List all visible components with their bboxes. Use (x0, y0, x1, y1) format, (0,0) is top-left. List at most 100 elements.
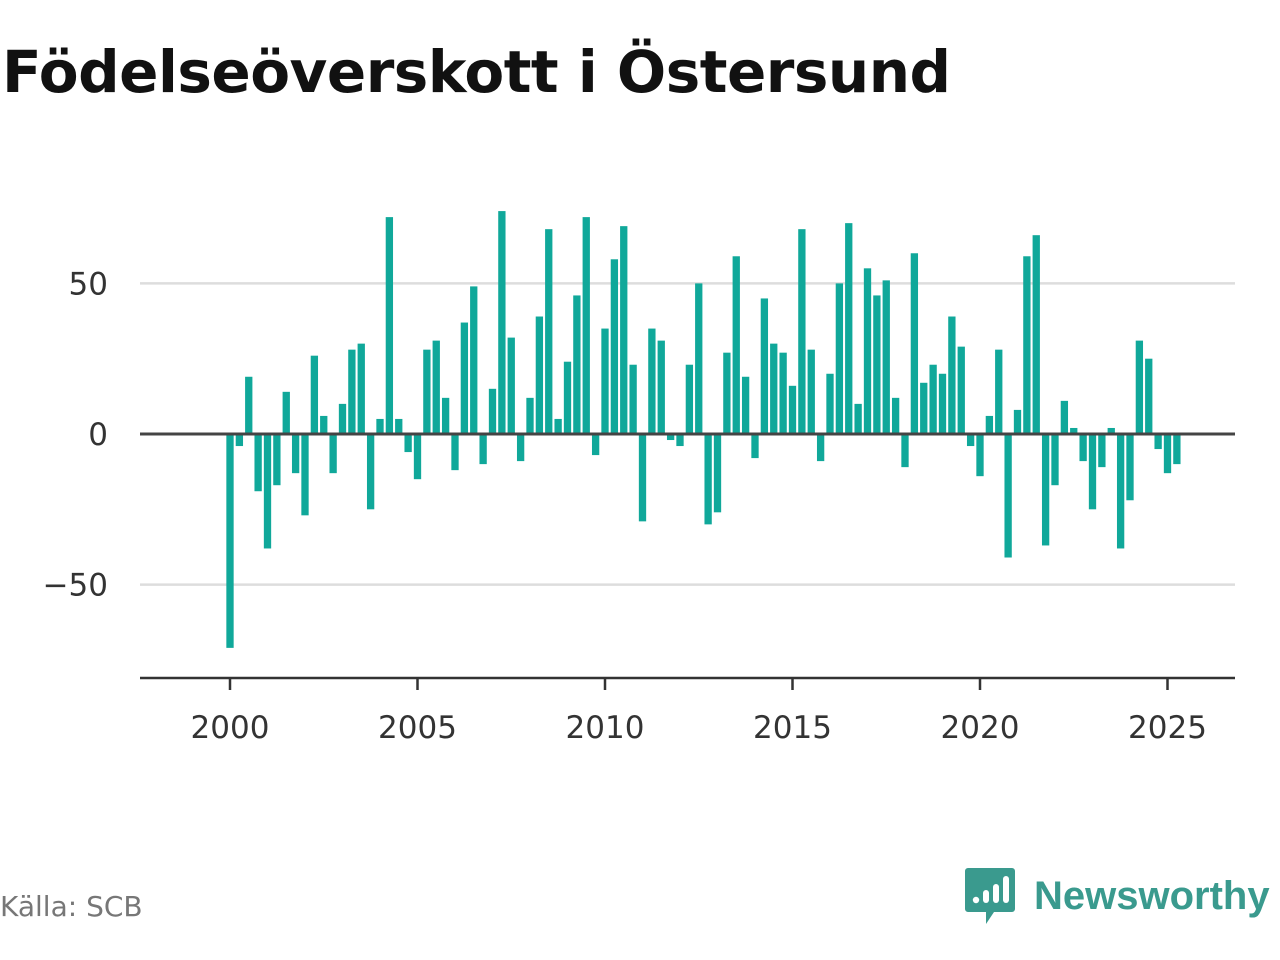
bar (610, 259, 619, 434)
newsworthy-chart-icon (965, 868, 1015, 924)
bar (938, 373, 947, 434)
x-tick-label: 2025 (1128, 710, 1207, 746)
bar (226, 434, 234, 648)
bar (591, 434, 600, 456)
bar (1126, 434, 1134, 501)
bar (1060, 400, 1069, 434)
bar (301, 434, 309, 516)
bar (1088, 434, 1097, 510)
bar (1023, 256, 1031, 434)
bar (535, 316, 544, 434)
bar (254, 434, 262, 492)
y-axis-ticks: −50 0 50 (43, 266, 108, 603)
bar (1004, 434, 1012, 558)
bar (582, 217, 590, 434)
bar (1163, 434, 1172, 474)
bar (526, 397, 534, 434)
bar (798, 229, 806, 434)
bar (1116, 434, 1125, 549)
y-tick-label: 50 (69, 266, 108, 302)
bar (1173, 434, 1181, 465)
bars (226, 211, 1181, 648)
bar (357, 343, 365, 434)
brand-name: Newsworthy (1034, 873, 1270, 918)
x-tick-label: 2015 (753, 710, 832, 746)
bar (620, 226, 628, 434)
bar (366, 434, 375, 510)
bar (395, 418, 403, 434)
bar (441, 397, 450, 434)
bar (826, 373, 834, 434)
bar (385, 217, 394, 434)
bar (1107, 427, 1115, 434)
bar (413, 434, 422, 480)
bar (320, 415, 328, 434)
bar (929, 364, 937, 434)
brand-logo[interactable]: Newsworthy (964, 866, 1270, 926)
y-tick-label: 0 (88, 417, 108, 453)
bar (1079, 434, 1087, 462)
bar (1145, 358, 1153, 434)
bar (873, 295, 881, 434)
bar (648, 328, 656, 434)
bar (976, 434, 984, 477)
x-tick-label: 2005 (378, 710, 457, 746)
x-tick-label: 2020 (941, 710, 1020, 746)
bar (338, 403, 347, 434)
bar (404, 434, 412, 453)
bar (1070, 427, 1078, 434)
bar (235, 434, 244, 447)
bar (1041, 434, 1050, 546)
bar (760, 298, 769, 434)
bar (516, 434, 525, 462)
bar (573, 295, 581, 434)
bar (891, 397, 900, 434)
bar (263, 434, 272, 549)
bar (554, 418, 562, 434)
bar (488, 388, 497, 434)
bar (479, 434, 487, 465)
bar (273, 434, 281, 486)
bar (685, 364, 694, 434)
bar (282, 391, 290, 434)
source-label: Källa: SCB (0, 890, 143, 923)
bar (291, 434, 300, 474)
bar (507, 337, 515, 434)
bar (948, 316, 956, 434)
bar (854, 403, 862, 434)
bar (723, 352, 731, 434)
bar (816, 434, 825, 462)
y-tick-label: −50 (43, 568, 108, 604)
bar (423, 349, 431, 434)
bar (563, 361, 572, 434)
bar (1135, 340, 1144, 434)
bar (657, 340, 665, 434)
bar (704, 434, 712, 525)
bar (460, 322, 469, 434)
bar (666, 434, 675, 441)
bar (638, 434, 647, 522)
bar (788, 385, 797, 434)
bar (751, 434, 759, 459)
bar (741, 376, 750, 434)
bar (995, 349, 1003, 434)
bar (629, 364, 637, 434)
bar (1098, 434, 1106, 468)
bar (901, 434, 909, 468)
bar (779, 352, 787, 434)
bar (985, 415, 994, 434)
bar (676, 434, 684, 447)
bar (1032, 235, 1040, 434)
bar (920, 382, 928, 434)
gridlines (140, 282, 1235, 586)
bar (451, 434, 459, 471)
bar (966, 434, 975, 447)
bar (376, 418, 384, 434)
bar (695, 283, 703, 434)
bar (732, 256, 740, 434)
bar (835, 283, 844, 434)
bar (329, 434, 337, 474)
bar (910, 253, 919, 434)
bar (348, 349, 356, 434)
